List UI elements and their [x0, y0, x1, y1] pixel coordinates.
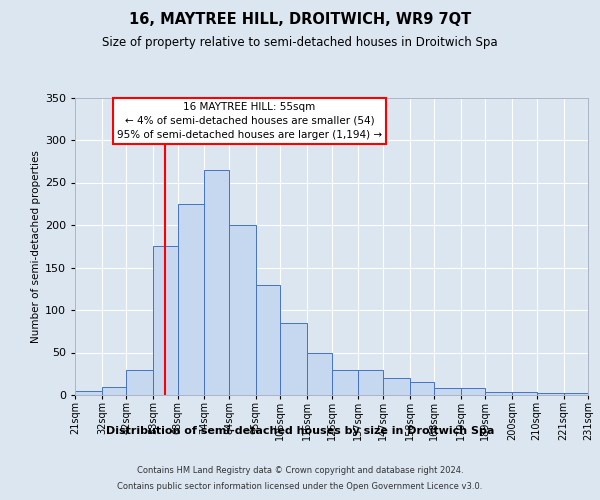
Text: 16, MAYTREE HILL, DROITWICH, WR9 7QT: 16, MAYTREE HILL, DROITWICH, WR9 7QT — [129, 12, 471, 28]
Text: Distribution of semi-detached houses by size in Droitwich Spa: Distribution of semi-detached houses by … — [106, 426, 494, 436]
Bar — [383, 378, 410, 395]
Bar — [102, 386, 127, 395]
Bar — [512, 392, 537, 395]
Bar — [307, 352, 332, 395]
Bar — [331, 370, 358, 395]
Bar — [127, 370, 153, 395]
Bar — [563, 394, 588, 395]
Text: 16 MAYTREE HILL: 55sqm
← 4% of semi-detached houses are smaller (54)
95% of semi: 16 MAYTREE HILL: 55sqm ← 4% of semi-deta… — [117, 102, 382, 140]
Bar — [75, 391, 102, 395]
Y-axis label: Number of semi-detached properties: Number of semi-detached properties — [31, 150, 41, 342]
Bar — [229, 225, 256, 395]
Text: Contains HM Land Registry data © Crown copyright and database right 2024.: Contains HM Land Registry data © Crown c… — [137, 466, 463, 475]
Bar — [485, 392, 512, 395]
Bar — [153, 246, 178, 395]
Bar — [461, 388, 485, 395]
Bar — [358, 370, 383, 395]
Text: Contains public sector information licensed under the Open Government Licence v3: Contains public sector information licen… — [118, 482, 482, 491]
Bar — [256, 284, 280, 395]
Bar — [537, 394, 563, 395]
Bar — [410, 382, 434, 395]
Text: Size of property relative to semi-detached houses in Droitwich Spa: Size of property relative to semi-detach… — [102, 36, 498, 49]
Bar — [178, 204, 205, 395]
Bar — [205, 170, 229, 395]
Bar — [280, 323, 307, 395]
Bar — [434, 388, 461, 395]
